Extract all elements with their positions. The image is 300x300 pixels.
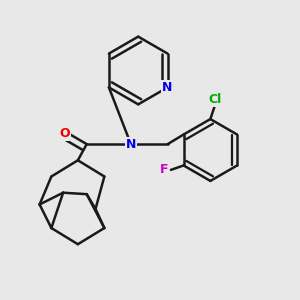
Text: N: N [126,138,136,151]
Text: O: O [59,127,70,140]
Text: N: N [162,81,173,94]
Text: Cl: Cl [208,93,221,106]
Text: F: F [160,164,168,176]
